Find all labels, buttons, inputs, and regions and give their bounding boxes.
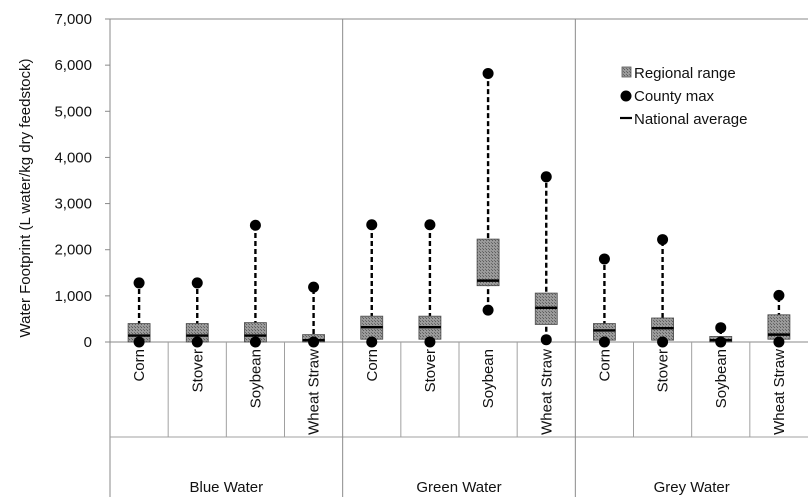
data-marks — [127, 67, 791, 348]
y-tick-label: 1,000 — [54, 288, 92, 305]
y-tick-label: 3,000 — [54, 196, 92, 213]
county-max-marker — [133, 277, 145, 289]
county-min-marker — [715, 336, 727, 348]
group-labels: Blue Water Green Water Grey Water — [190, 479, 730, 496]
y-tick-label: 5,000 — [54, 103, 92, 120]
county-min-marker — [657, 336, 669, 348]
county-max-marker — [773, 289, 785, 301]
category-label: Soybean — [713, 349, 730, 408]
y-tick-label: 6,000 — [54, 57, 92, 74]
y-tick-label: 2,000 — [54, 242, 92, 259]
legend-label-range: Regional range — [634, 65, 736, 82]
county-max-marker — [540, 171, 552, 183]
category-label: Corn — [364, 349, 381, 382]
county-min-marker — [598, 336, 610, 348]
y-tick-label: 7,000 — [54, 11, 92, 28]
group-label: Green Water — [416, 479, 501, 496]
group-label: Grey Water — [654, 479, 730, 496]
plot-frame — [109, 18, 808, 497]
county-max-marker — [366, 219, 378, 231]
county-max-marker — [191, 277, 203, 289]
county-max-marker — [249, 219, 261, 231]
group-label: Blue Water — [190, 479, 264, 496]
legend-max-marker — [620, 90, 632, 102]
y-tick-label: 0 — [84, 334, 92, 351]
county-min-marker — [308, 336, 320, 348]
county-min-marker — [191, 336, 203, 348]
category-label: Soybean — [247, 349, 264, 408]
category-label: Wheat Straw — [538, 349, 555, 435]
county-min-marker — [133, 336, 145, 348]
category-label: Soybean — [480, 349, 497, 408]
legend-label-avg: National average — [634, 111, 747, 128]
y-tick-label: 4,000 — [54, 149, 92, 166]
y-axis-title: Water Footprint (L water/kg dry feedstoc… — [17, 59, 34, 338]
county-max-marker — [715, 322, 727, 334]
county-min-marker — [249, 336, 261, 348]
category-label: Stover — [422, 349, 439, 392]
category-label: Stover — [189, 349, 206, 392]
legend-label-max: County max — [634, 88, 715, 105]
county-max-marker — [598, 253, 610, 265]
category-label: Corn — [131, 349, 148, 382]
regional-range-box — [476, 238, 500, 287]
legend: Regional range County max National avera… — [620, 65, 747, 128]
county-min-marker — [424, 336, 436, 348]
county-min-marker — [482, 304, 494, 316]
y-axis: 0 1,000 2,000 3,000 4,000 5,000 6,000 7,000 — [54, 11, 110, 351]
county-min-marker — [773, 336, 785, 348]
county-min-marker — [540, 334, 552, 346]
category-label: Wheat Straw — [771, 349, 788, 435]
category-label: Stover — [655, 349, 672, 392]
county-max-marker — [657, 234, 669, 246]
county-max-marker — [308, 281, 320, 293]
legend-range-swatch — [621, 66, 632, 78]
category-labels: Corn Stover Soybean Wheat Straw Corn Stover So… — [131, 349, 788, 435]
county-max-marker — [424, 219, 436, 231]
county-max-marker — [482, 67, 494, 79]
category-label: Corn — [596, 349, 613, 382]
county-min-marker — [366, 336, 378, 348]
category-label: Wheat Straw — [306, 349, 323, 435]
